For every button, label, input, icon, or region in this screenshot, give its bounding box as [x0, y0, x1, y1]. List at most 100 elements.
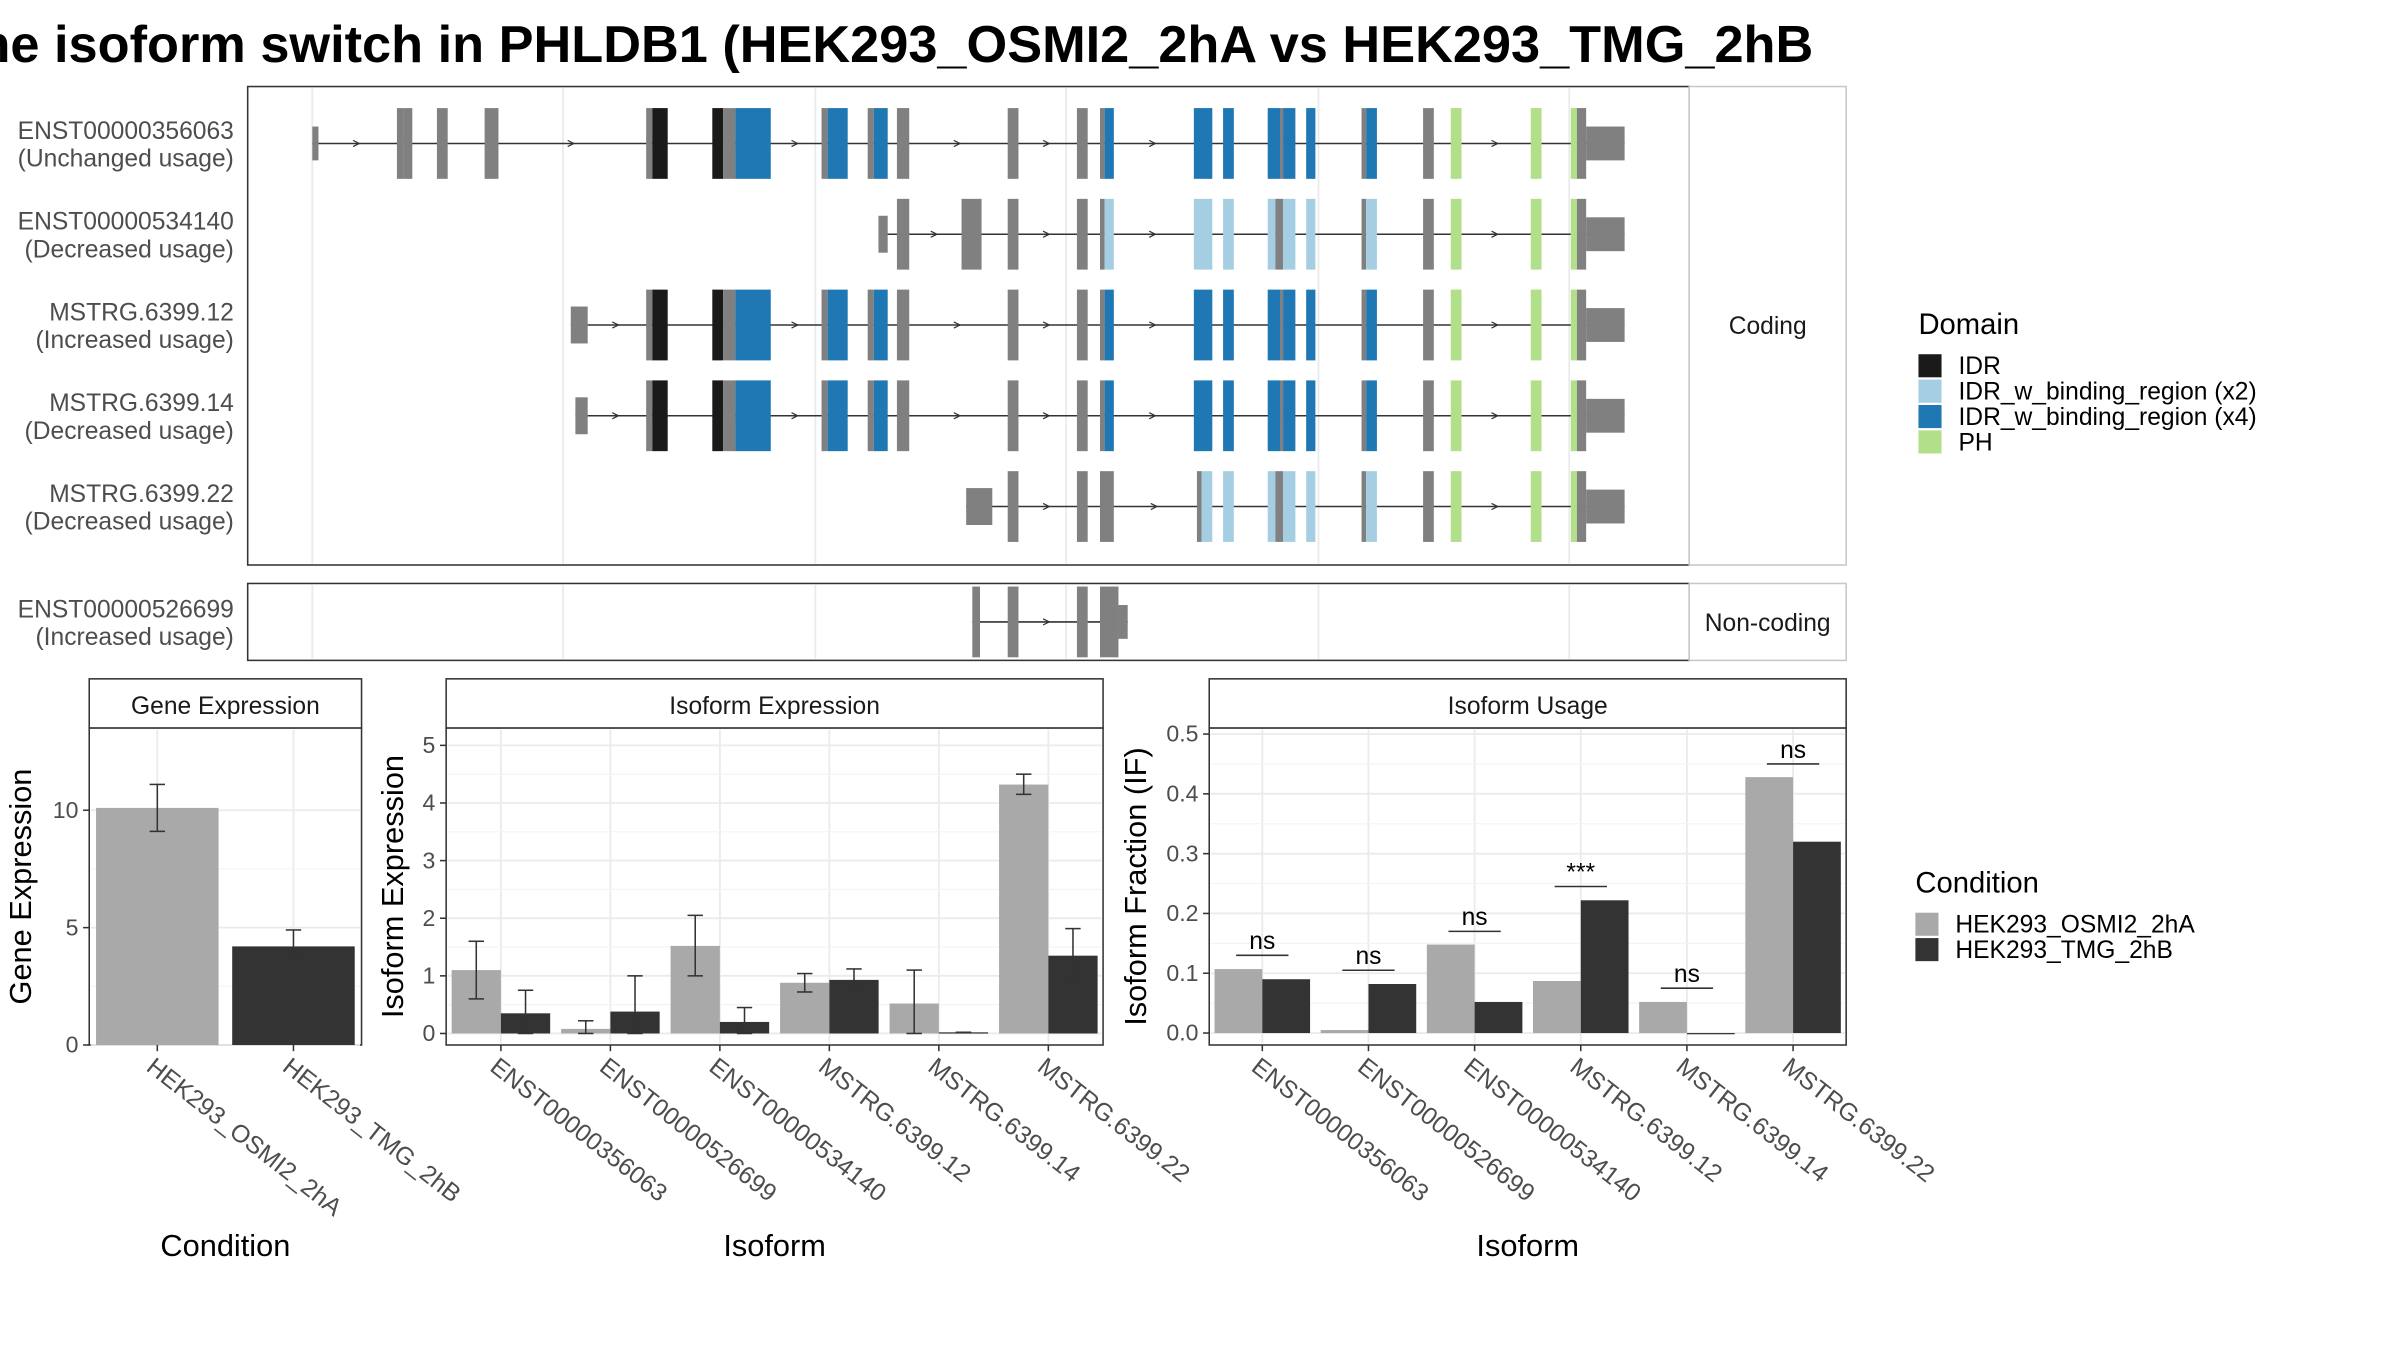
- data-bar: [1580, 900, 1629, 1034]
- exon-block: [735, 380, 771, 452]
- exon-block: [1076, 471, 1088, 542]
- data-bar: [1262, 979, 1311, 1034]
- exon-block: [1280, 289, 1284, 361]
- exon-block: [1586, 398, 1625, 433]
- direction-arrow: [612, 321, 620, 329]
- exon-block: [1306, 380, 1316, 452]
- domain-legend-swatch: [1918, 354, 1942, 378]
- transcript-status: (Unchanged usage): [18, 146, 234, 173]
- data-bar: [1793, 841, 1841, 1034]
- exon-block: [1007, 380, 1019, 452]
- direction-arrow: [1148, 139, 1157, 148]
- exon-block: [712, 108, 724, 179]
- exon-block: [1530, 108, 1542, 179]
- y-tick-label: 0.1: [1166, 960, 1198, 986]
- exon-block: [652, 108, 668, 179]
- exon-block: [1193, 198, 1213, 270]
- exon-block: [1100, 380, 1105, 452]
- exon-block: [896, 198, 902, 270]
- transcript-status: (Decreased usage): [25, 236, 234, 263]
- exon-block: [1196, 471, 1202, 542]
- x-tick-label: ENST00000526699: [1352, 1053, 1539, 1207]
- domain-legend-swatch: [1918, 430, 1942, 454]
- data-bar: [1745, 777, 1794, 1034]
- exon-block: [1100, 471, 1114, 542]
- exon-block: [1280, 108, 1284, 179]
- domain-legend-label: IDR_w_binding_region (x4): [1958, 404, 2256, 431]
- exon-block: [896, 108, 910, 179]
- exon-block: [1076, 380, 1088, 452]
- exon-block: [1423, 471, 1434, 542]
- exon-block: [1361, 108, 1367, 179]
- y-tick-label: 0: [423, 1020, 436, 1046]
- exon-block: [896, 289, 910, 361]
- exon-block: [712, 289, 724, 361]
- direction-arrow: [1491, 502, 1500, 511]
- exon-block: [1306, 108, 1316, 179]
- significance-label: ns: [1780, 737, 1806, 764]
- exon-block: [1423, 289, 1434, 361]
- exon-block: [1193, 108, 1213, 179]
- noncoding-strip: [1688, 582, 1847, 662]
- x-axis-title: Isoform: [723, 1228, 826, 1263]
- condition-legend-title: Condition: [1915, 868, 2038, 900]
- transcript-status: (Increased usage): [35, 624, 233, 651]
- exon-block: [966, 488, 993, 525]
- direction-arrow: [1042, 502, 1051, 511]
- exon-block: [436, 108, 448, 179]
- data-bar: [1426, 944, 1475, 1034]
- exon-block: [1223, 471, 1234, 542]
- domain-legend-label: IDR: [1958, 353, 2000, 380]
- exon-block: [827, 289, 848, 361]
- x-axis-title: Condition: [160, 1228, 290, 1263]
- panel-strip-title: Gene Expression: [131, 693, 320, 720]
- exon-block: [873, 289, 888, 361]
- y-tick-label: 5: [66, 914, 79, 940]
- exon-block: [1104, 198, 1114, 270]
- domain-legend-title: Domain: [1918, 309, 2019, 341]
- exon-block: [821, 380, 828, 452]
- transcript-name: MSTRG.6399.12: [49, 299, 234, 326]
- exon-block: [1306, 198, 1316, 270]
- exon-block: [1100, 198, 1105, 270]
- exon-block: [1223, 198, 1234, 270]
- title-clip-cover: [1856, 0, 2400, 78]
- transcript-name: MSTRG.6399.22: [49, 481, 234, 508]
- exon-block: [1118, 605, 1128, 639]
- exon-block: [1361, 198, 1367, 270]
- exon-block: [1586, 489, 1625, 524]
- condition-legend-label: HEK293_TMG_2hB: [1955, 937, 2173, 964]
- exon-block: [1076, 586, 1088, 658]
- y-tick-label: 0.2: [1166, 900, 1198, 926]
- exon-block: [712, 380, 724, 452]
- direction-arrow: [791, 139, 800, 148]
- significance-label: ns: [1674, 961, 1700, 988]
- panel-strip: [1208, 678, 1847, 729]
- exon-block: [1366, 289, 1377, 361]
- direction-arrow: [1042, 321, 1051, 329]
- exon-block: [1423, 380, 1434, 452]
- x-tick-label: ENST00000526699: [594, 1053, 781, 1207]
- exon-block: [1007, 471, 1019, 542]
- exon-block: [1076, 198, 1088, 270]
- exon-block: [1275, 198, 1284, 270]
- direction-arrow: [953, 412, 962, 420]
- exon-block: [1193, 289, 1213, 361]
- exon-block: [867, 108, 874, 179]
- exon-block: [1576, 108, 1587, 179]
- exon-block: [1283, 471, 1296, 542]
- direction-arrow: [791, 321, 800, 329]
- exon-block: [1267, 380, 1280, 452]
- exon-block: [1283, 380, 1296, 452]
- figure-title: ne isoform switch in PHLDB1 (HEK293_OSMI…: [0, 16, 1813, 74]
- exon-block: [1007, 198, 1019, 270]
- direction-arrow: [1148, 412, 1157, 420]
- y-tick-label: 0.4: [1166, 781, 1198, 807]
- exon-block: [723, 380, 736, 452]
- exon-block: [652, 289, 668, 361]
- exon-block: [312, 126, 319, 161]
- exon-block: [1450, 380, 1462, 452]
- exon-block: [878, 215, 888, 253]
- y-axis-title: Gene Expression: [3, 769, 38, 1005]
